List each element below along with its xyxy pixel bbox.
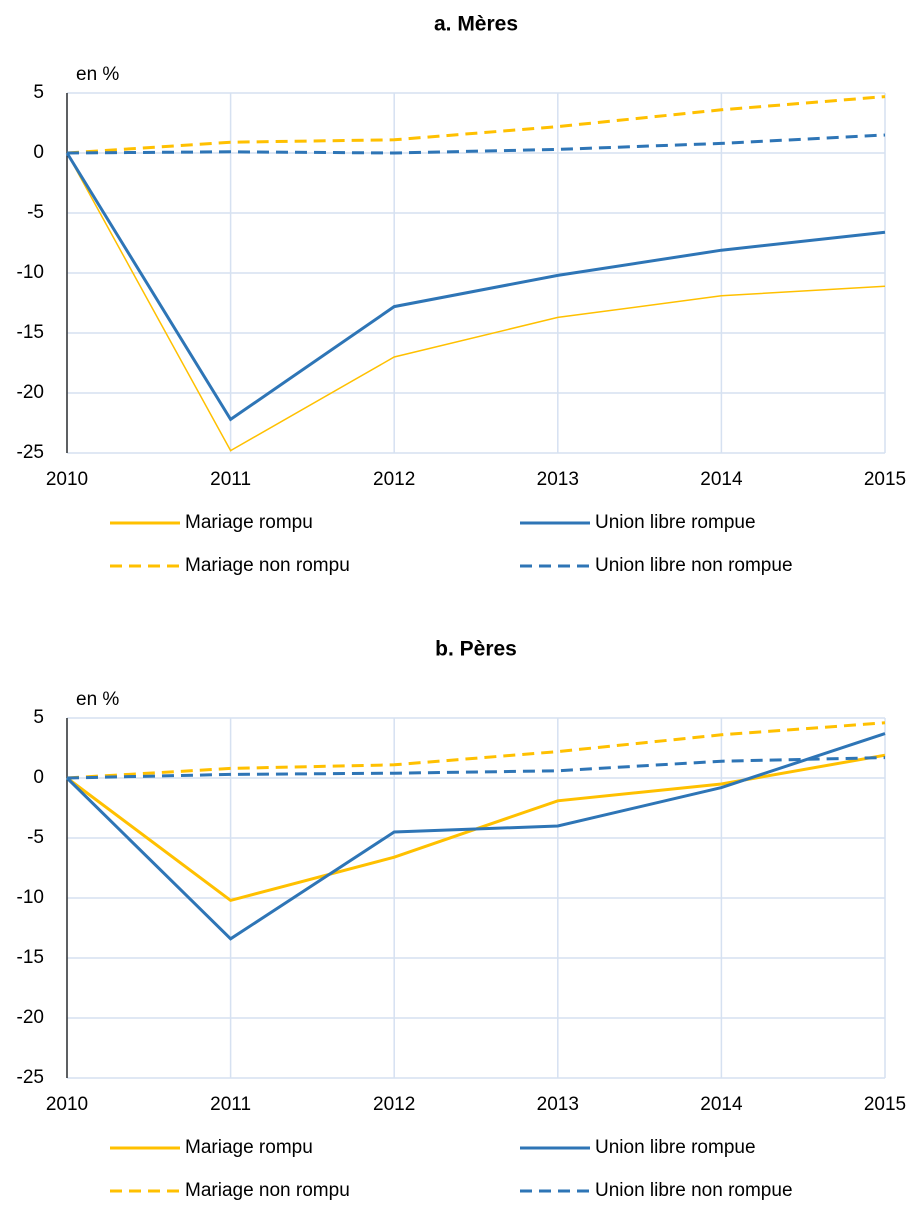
chart-title: b. Pères	[435, 638, 517, 661]
x-tick-label: 2014	[700, 1094, 743, 1115]
y-tick-label: -5	[27, 827, 44, 848]
legend-label: Union libre non rompue	[595, 555, 793, 576]
y-tick-label: -25	[17, 1067, 44, 1088]
y-tick-label: 5	[33, 707, 44, 728]
legend-label: Mariage rompu	[185, 1137, 313, 1158]
x-tick-label: 2015	[864, 1094, 906, 1115]
y-axis-label: en %	[76, 64, 119, 85]
x-tick-label: 2011	[210, 1094, 251, 1115]
series-line	[66, 721, 886, 780]
y-tick-label: -10	[17, 887, 44, 908]
series-line	[65, 732, 886, 941]
x-tick-label: 2014	[700, 469, 743, 490]
x-tick-label: 2011	[210, 469, 251, 490]
y-tick-label: 0	[33, 142, 44, 163]
y-tick-label: -15	[17, 322, 44, 343]
x-tick-label: 2012	[373, 1094, 415, 1115]
legend-label: Mariage rompu	[185, 512, 313, 533]
x-tick-label: 2010	[46, 1094, 88, 1115]
legend-label: Union libre non rompue	[595, 1180, 793, 1201]
chart-title: a. Mères	[434, 13, 518, 36]
legend-label: Union libre rompue	[595, 1137, 756, 1158]
y-tick-label: 0	[33, 767, 44, 788]
series-line	[65, 152, 886, 422]
y-tick-label: -10	[17, 262, 44, 283]
y-tick-label: -20	[17, 382, 44, 403]
series-line	[66, 95, 886, 155]
legend-label: Mariage non rompu	[185, 1180, 350, 1201]
y-tick-label: -15	[17, 947, 44, 968]
series-line	[66, 152, 886, 452]
y-tick-label: 5	[33, 82, 44, 103]
x-tick-label: 2015	[864, 469, 906, 490]
y-tick-label: -25	[17, 442, 44, 463]
x-tick-label: 2013	[537, 1094, 579, 1115]
y-axis-label: en %	[76, 689, 119, 710]
legend-label: Union libre rompue	[595, 512, 756, 533]
legend-label: Mariage non rompu	[185, 555, 350, 576]
y-tick-label: -20	[17, 1007, 44, 1028]
y-tick-label: -5	[27, 202, 44, 223]
series-line	[66, 756, 886, 780]
series-line	[66, 133, 886, 155]
x-tick-label: 2010	[46, 469, 88, 490]
x-tick-label: 2013	[537, 469, 579, 490]
x-tick-label: 2012	[373, 469, 415, 490]
